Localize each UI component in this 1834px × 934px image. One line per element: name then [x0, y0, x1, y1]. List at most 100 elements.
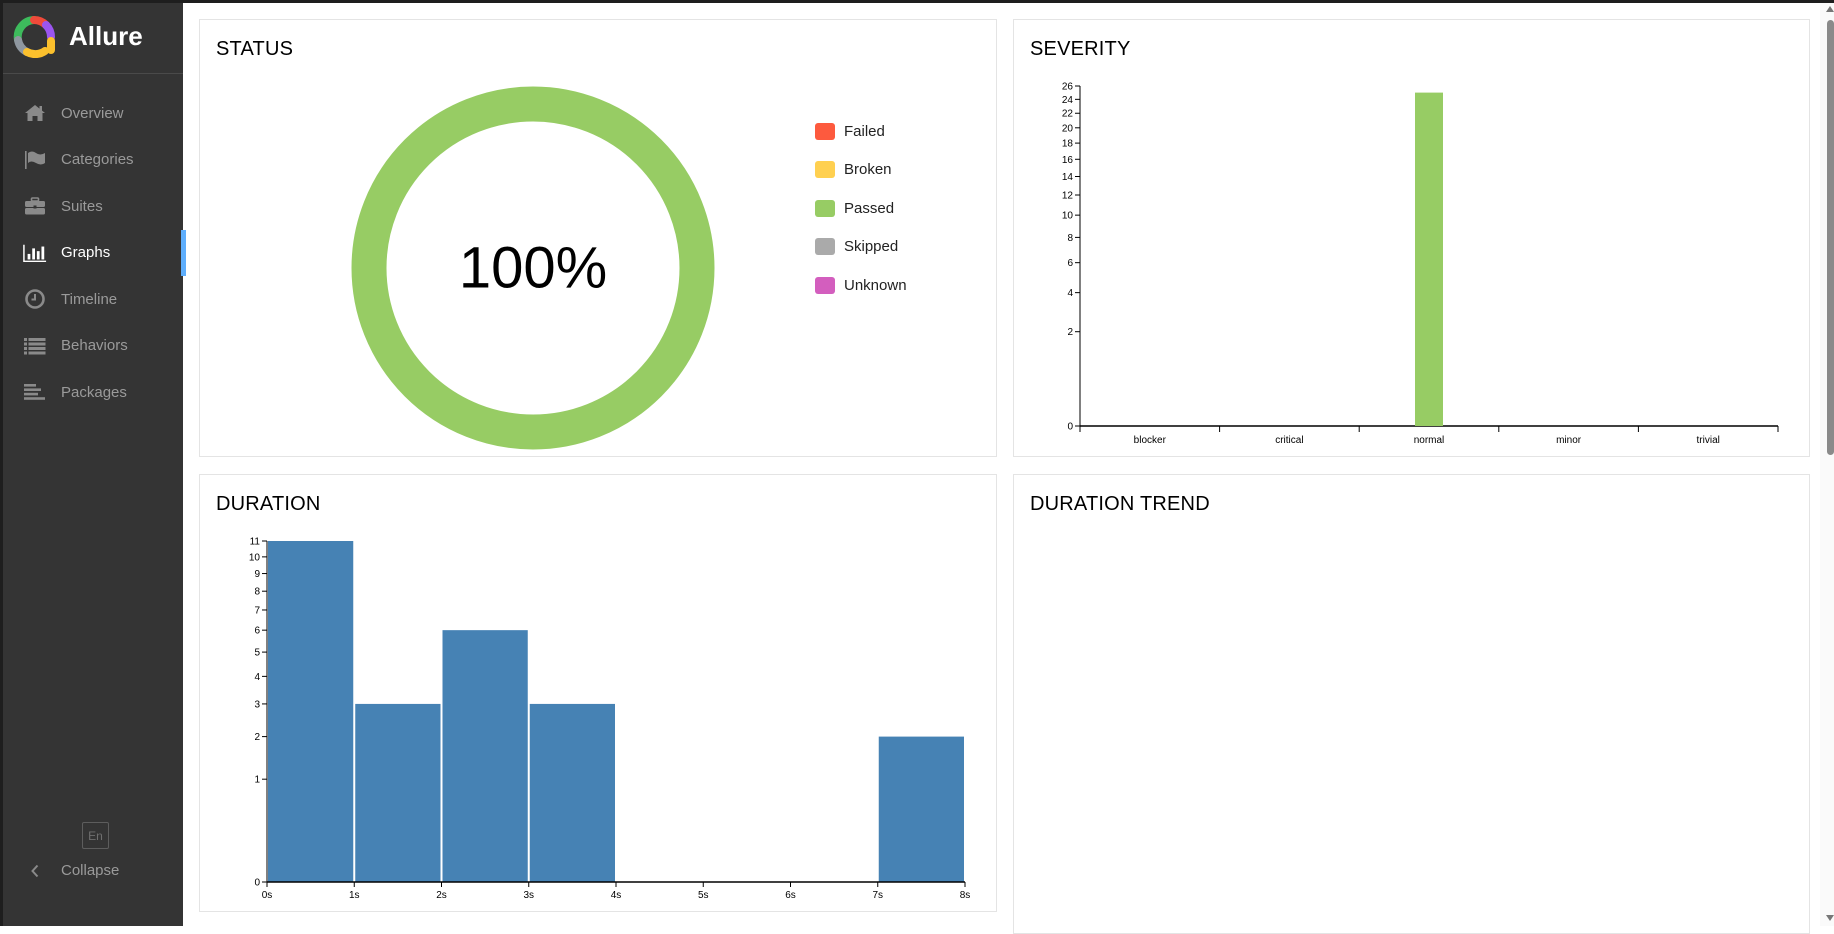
legend-label: Passed — [844, 199, 895, 217]
svg-text:6: 6 — [254, 626, 260, 637]
sidebar-item-label: Suites — [61, 197, 103, 215]
legend-item-unknown[interactable]: Unknown — [815, 266, 907, 305]
svg-text:minor: minor — [1556, 435, 1582, 446]
legend-item-passed[interactable]: Passed — [815, 189, 907, 228]
svg-text:5: 5 — [254, 648, 260, 659]
svg-text:7: 7 — [254, 605, 260, 616]
svg-text:2: 2 — [254, 732, 260, 743]
svg-text:20: 20 — [1062, 123, 1074, 134]
scrollbar-thumb[interactable] — [1827, 20, 1834, 455]
svg-text:11: 11 — [250, 537, 261, 548]
sidebar-item-label: Packages — [61, 383, 127, 401]
svg-text:7s: 7s — [872, 890, 883, 901]
svg-text:normal: normal — [1414, 435, 1445, 446]
align-left-icon — [23, 382, 47, 402]
svg-text:8: 8 — [254, 587, 260, 598]
svg-text:4: 4 — [254, 672, 260, 683]
legend-item-skipped[interactable]: Skipped — [815, 228, 907, 267]
duration-bar[interactable] — [355, 703, 441, 882]
svg-text:4s: 4s — [611, 890, 622, 901]
svg-text:1: 1 — [254, 775, 260, 786]
svg-text:6s: 6s — [785, 890, 796, 901]
severity-panel: SEVERITY 0 2 4 6 8 10 12 14 16 18 20 22 24 26 blocker c… — [1013, 19, 1810, 457]
sidebar-nav: Overview Categories Suites Graphs Timeli… — [3, 90, 186, 416]
panel-title: SEVERITY — [1030, 38, 1131, 60]
legend-swatch-skipped — [815, 238, 835, 256]
sidebar-item-packages[interactable]: Packages — [3, 369, 183, 416]
duration-trend-panel: DURATION TREND — [1013, 474, 1810, 934]
sidebar-item-label: Timeline — [61, 290, 118, 308]
legend-label: Skipped — [844, 238, 899, 256]
svg-text:12: 12 — [1062, 191, 1074, 202]
collapse-button[interactable]: Collapse — [23, 862, 119, 879]
brand[interactable]: Allure — [3, 0, 183, 74]
legend-item-broken[interactable]: Broken — [815, 151, 907, 190]
bar-chart-icon — [23, 243, 47, 263]
svg-text:22: 22 — [1062, 109, 1074, 120]
sidebar-item-label: Graphs — [61, 244, 111, 262]
svg-text:trivial: trivial — [1697, 435, 1720, 446]
svg-text:5s: 5s — [698, 890, 709, 901]
svg-text:0: 0 — [254, 878, 260, 889]
list-icon — [23, 336, 47, 356]
svg-text:critical: critical — [1275, 435, 1303, 446]
svg-text:16: 16 — [1062, 155, 1074, 166]
severity-bar-normal[interactable] — [1415, 92, 1443, 426]
allure-logo-icon — [13, 15, 55, 58]
sidebar-item-behaviors[interactable]: Behaviors — [3, 323, 183, 370]
collapse-label: Collapse — [61, 862, 120, 879]
duration-bar[interactable] — [529, 703, 615, 882]
legend-swatch-broken — [815, 161, 835, 179]
svg-text:8s: 8s — [960, 890, 971, 901]
svg-text:4: 4 — [1067, 288, 1073, 299]
svg-text:blocker: blocker — [1134, 435, 1167, 446]
svg-text:26: 26 — [1062, 82, 1074, 93]
svg-text:0: 0 — [1067, 422, 1073, 433]
legend-swatch-unknown — [815, 276, 835, 294]
scroll-up-icon[interactable] — [1826, 6, 1834, 12]
panel-title: DURATION TREND — [1030, 493, 1210, 515]
svg-text:10: 10 — [1062, 211, 1074, 222]
window-top-border — [0, 0, 1834, 3]
svg-text:2: 2 — [1067, 327, 1073, 338]
sidebar: Allure Overview Categories Suites Graphs — [0, 0, 186, 926]
sidebar-item-timeline[interactable]: Timeline — [3, 276, 183, 323]
language-button[interactable]: En — [82, 822, 109, 849]
svg-text:9: 9 — [254, 569, 260, 580]
donut-center-label: 100% — [459, 235, 607, 300]
sidebar-item-overview[interactable]: Overview — [3, 90, 183, 137]
flag-icon — [23, 150, 47, 170]
legend-label: Failed — [844, 122, 885, 140]
home-icon — [23, 103, 47, 123]
sidebar-item-suites[interactable]: Suites — [3, 183, 183, 230]
legend-label: Unknown — [844, 276, 907, 294]
scroll-down-icon[interactable] — [1826, 915, 1834, 921]
duration-bar[interactable] — [878, 736, 964, 882]
status-legend: Failed Broken Passed Skipped Unknown — [815, 112, 907, 305]
briefcase-icon — [23, 196, 47, 216]
status-donut-chart[interactable]: 100% — [200, 20, 998, 458]
sidebar-item-graphs[interactable]: Graphs — [3, 229, 186, 277]
legend-item-failed[interactable]: Failed — [815, 112, 907, 151]
duration-bar[interactable] — [442, 630, 528, 882]
duration-bar[interactable] — [268, 541, 354, 882]
svg-text:2s: 2s — [436, 890, 447, 901]
legend-label: Broken — [844, 161, 892, 179]
svg-text:24: 24 — [1062, 95, 1074, 106]
sidebar-item-label: Behaviors — [61, 337, 128, 355]
duration-histogram[interactable]: 0 1 2 3 4 5 6 7 8 9 10 11 0s 1s 2s 3s 4s 5s 6s 7s 8s — [200, 475, 998, 913]
donut-segment-passed[interactable] — [351, 86, 715, 450]
svg-text:6: 6 — [1067, 258, 1073, 269]
svg-text:3s: 3s — [523, 890, 534, 901]
svg-text:14: 14 — [1062, 172, 1074, 183]
panel-title: STATUS — [216, 38, 294, 60]
svg-text:0s: 0s — [262, 890, 273, 901]
svg-text:10: 10 — [249, 552, 261, 563]
sidebar-item-categories[interactable]: Categories — [3, 137, 183, 184]
panel-title: DURATION — [216, 493, 321, 515]
chevron-left-icon — [23, 864, 47, 878]
sidebar-item-label: Overview — [61, 104, 124, 122]
svg-text:8: 8 — [1067, 233, 1073, 244]
legend-swatch-passed — [815, 199, 835, 217]
